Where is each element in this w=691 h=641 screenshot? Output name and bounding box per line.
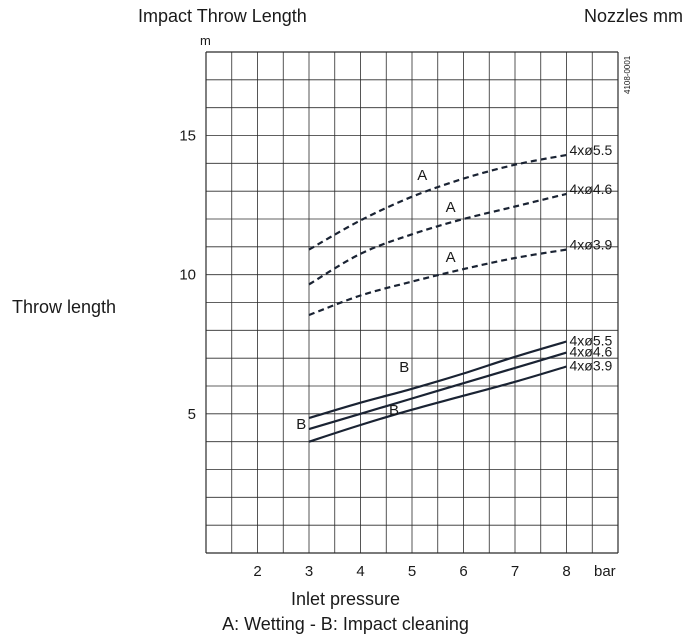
x-unit-label: bar (594, 563, 616, 580)
x-tick-label: 4 (356, 563, 364, 580)
series-label: 4xø3.9 (570, 358, 613, 374)
x-tick-label: 2 (253, 563, 261, 580)
series-line-a-3 (308, 248, 567, 317)
figure-code: 4108-0001 (623, 55, 632, 94)
x-tick-label: 3 (305, 563, 313, 580)
series-lines (308, 153, 567, 443)
series-line-b-5 (308, 351, 567, 431)
series-line-a-1 (308, 153, 567, 251)
series-label: 4xø3.9 (570, 237, 613, 253)
annotation-b: B (389, 402, 399, 419)
y-tick-label: 15 (179, 128, 196, 145)
annotation-b: B (399, 359, 409, 376)
x-tick-label: 8 (562, 563, 570, 580)
series-label: 4xø4.6 (570, 181, 613, 197)
legend-title: Nozzles mm (583, 6, 683, 26)
chart-title: Impact Throw Length (138, 6, 307, 26)
series-line-a-2 (308, 192, 567, 286)
y-unit-label: m (200, 33, 211, 48)
x-tick-label: 5 (408, 563, 416, 580)
series-line-b-6 (308, 365, 567, 443)
y-axis-label: Throw length (12, 297, 117, 317)
x-tick-label: 6 (459, 563, 467, 580)
series-labels: 4xø5.54xø4.64xø3.94xø5.54xø4.64xø3.9AAAB… (296, 142, 612, 433)
x-axis-label: Inlet pressure (290, 589, 401, 609)
chart-caption: A: Wetting - B: Impact cleaning (222, 614, 469, 634)
y-tick-label: 5 (188, 406, 196, 423)
annotation-a: A (417, 167, 427, 184)
annotation-a: A (446, 199, 456, 216)
x-tick-label: 7 (511, 563, 519, 580)
series-label: 4xø5.5 (570, 332, 613, 348)
y-tick-label: 10 (179, 267, 196, 284)
annotation-a: A (446, 249, 456, 266)
grid (205, 51, 619, 554)
annotation-b: B (296, 416, 306, 433)
tick-labels: 2 3 4 5 6 7 8 5 10 15 (179, 128, 570, 581)
series-label: 4xø4.6 (570, 344, 613, 360)
series-line-b-4 (308, 340, 567, 420)
series-label: 4xø5.5 (570, 142, 613, 158)
